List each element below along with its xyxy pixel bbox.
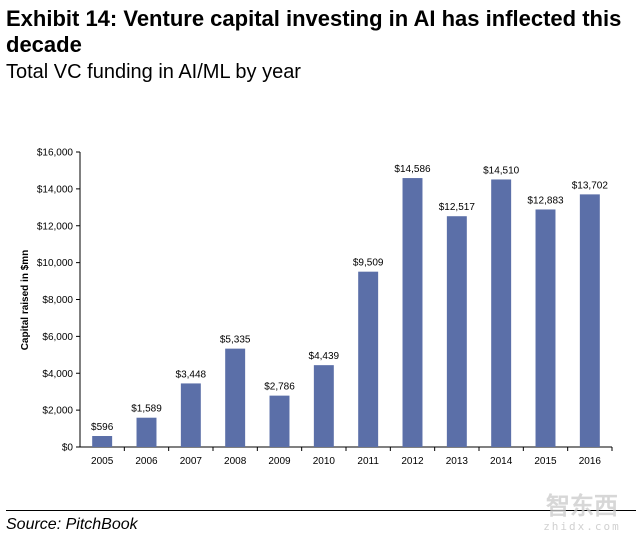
bar-2008 — [225, 348, 246, 447]
y-tick-label: $4,000 — [42, 369, 73, 380]
bar-2012 — [402, 178, 423, 447]
x-tick-label: 2014 — [490, 456, 513, 467]
data-label-2012: $14,586 — [394, 164, 431, 175]
bar-chart: $0 $2,000 $4,000 $6,000 $8,000 $10,000 $12,000… — [20, 148, 613, 467]
x-tick-label: 2007 — [180, 456, 203, 467]
source-note: Source: PitchBook — [6, 516, 138, 533]
watermark-site-text: zhidx.com — [543, 520, 621, 533]
x-tick-label: 2012 — [401, 456, 424, 467]
data-label-2010: $4,439 — [309, 351, 340, 362]
bar-2005 — [92, 436, 113, 447]
y-tick-label: $10,000 — [37, 258, 74, 269]
x-tick-label: 2005 — [91, 456, 114, 467]
data-label-2015: $12,883 — [527, 195, 564, 206]
watermark-logo-text: 智东西 — [546, 492, 618, 520]
y-axis: $0 $2,000 $4,000 $6,000 $8,000 $10,000 $12,000… — [37, 148, 81, 454]
data-label-2007: $3,448 — [176, 369, 207, 380]
data-label-2005: $596 — [91, 422, 114, 433]
bar-2015 — [535, 209, 556, 447]
footer-divider — [6, 510, 636, 511]
data-label-2011: $9,509 — [353, 258, 384, 269]
data-label-2013: $12,517 — [439, 202, 476, 213]
y-tick-label: $2,000 — [42, 406, 73, 417]
y-tick-label: $16,000 — [37, 148, 74, 159]
bar-2011 — [358, 271, 379, 447]
bar-2013 — [446, 216, 467, 447]
bar-2010 — [313, 365, 334, 447]
y-tick-label: $6,000 — [42, 332, 73, 343]
data-label-2016: $13,702 — [572, 180, 609, 191]
x-tick-label: 2013 — [446, 456, 469, 467]
x-tick-label: 2011 — [357, 456, 379, 467]
watermark-logo: 智东西 zhidx.com — [543, 492, 621, 533]
data-labels: $596 $1,589 $3,448 $5,335 $2,786 $4,439 $9,509… — [91, 164, 608, 433]
y-tick-label: $14,000 — [37, 184, 74, 195]
y-tick-label: $8,000 — [42, 295, 73, 306]
bar-2009 — [269, 395, 290, 447]
x-tick-label: 2016 — [579, 456, 602, 467]
x-tick-label: 2010 — [313, 456, 336, 467]
bar-2006 — [136, 417, 157, 447]
data-label-2008: $5,335 — [220, 335, 251, 346]
data-label-2009: $2,786 — [264, 382, 295, 393]
x-tick-label: 2015 — [534, 456, 557, 467]
bar-2014 — [491, 179, 512, 448]
x-tick-label: 2008 — [224, 456, 247, 467]
x-axis: 2005 2006 2007 2008 2009 2010 2011 2012 2013 2014… — [80, 446, 613, 467]
y-axis-label: Capital raised in $mn — [20, 250, 31, 351]
bar-series — [92, 178, 600, 448]
exhibit-title: Exhibit 14: Venture capital investing in… — [6, 6, 622, 57]
data-label-2006: $1,589 — [131, 404, 162, 415]
bar-2016 — [579, 194, 600, 447]
data-label-2014: $14,510 — [483, 165, 520, 176]
chart-subtitle: Total VC funding in AI/ML by year — [6, 61, 301, 83]
bar-2007 — [180, 383, 201, 447]
y-tick-label: $0 — [62, 443, 74, 454]
x-tick-label: 2006 — [135, 456, 158, 467]
y-tick-label: $12,000 — [37, 221, 74, 232]
x-tick-label: 2009 — [268, 456, 291, 467]
